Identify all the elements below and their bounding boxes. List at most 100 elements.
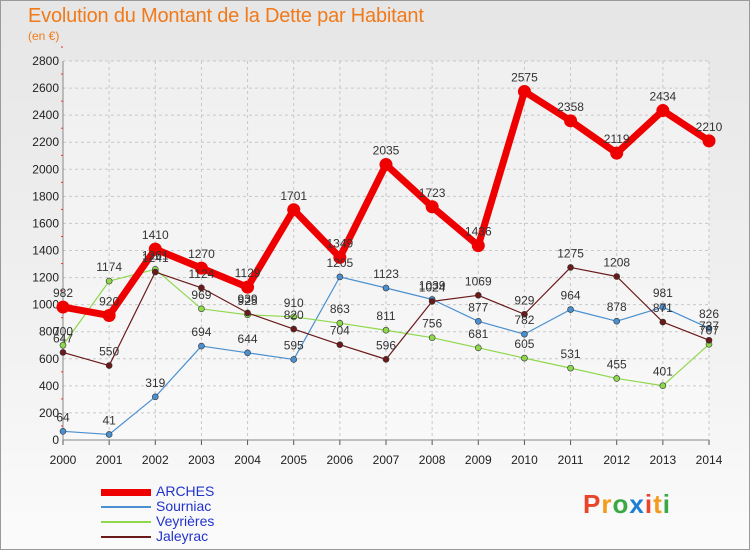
data-point (705, 324, 713, 332)
data-label: 531 (561, 347, 581, 361)
data-label: 981 (653, 286, 673, 300)
data-point (613, 375, 621, 382)
data-point (705, 336, 713, 344)
data-point (102, 308, 116, 322)
data-label: 878 (607, 300, 627, 314)
data-point (521, 330, 528, 338)
data-label: 1208 (603, 255, 630, 269)
data-label: 2119 (604, 132, 630, 146)
logo-letter: P (583, 489, 602, 519)
data-point (521, 354, 528, 362)
y-tick-label: 600 (39, 352, 59, 366)
x-tick-label: 2010 (511, 453, 538, 467)
data-point (198, 305, 205, 313)
data-label: 1174 (96, 260, 122, 274)
data-label: 596 (376, 338, 396, 352)
x-tick-label: 2008 (419, 453, 446, 467)
data-point (198, 342, 205, 350)
data-point (382, 326, 390, 334)
legend-item-jaleyrac: Jaleyrac (101, 528, 341, 545)
data-label: 605 (514, 337, 534, 351)
data-point (287, 203, 301, 217)
data-label: 1436 (465, 225, 492, 239)
data-point (244, 309, 251, 317)
y-tick-label: 2600 (32, 81, 59, 95)
legend-swatch (101, 536, 151, 538)
data-label: 1270 (188, 247, 215, 261)
data-label: 644 (238, 332, 258, 346)
data-point (613, 317, 621, 325)
y-tick-label: 1400 (32, 244, 59, 258)
data-label: 863 (330, 302, 350, 316)
legend-item-sourniac: Sourniac (101, 498, 341, 515)
data-label: 550 (99, 345, 119, 359)
x-tick-label: 2000 (50, 453, 77, 467)
data-label: 647 (53, 331, 73, 345)
data-label: 929 (514, 293, 534, 307)
data-point (59, 349, 67, 356)
legend-label: Veyrières (156, 513, 215, 529)
data-point (613, 273, 621, 280)
data-label: 877 (468, 300, 488, 314)
data-label: 700 (53, 324, 73, 338)
chart-unit: (en €) (28, 29, 60, 43)
data-label: 1241 (142, 251, 169, 265)
data-point (610, 146, 624, 160)
data-point (659, 318, 667, 326)
data-label: 2434 (650, 90, 677, 104)
data-point (333, 250, 347, 264)
data-point (474, 292, 482, 299)
data-point (564, 114, 578, 128)
data-label: 681 (468, 327, 488, 341)
data-point (148, 242, 162, 256)
data-point (336, 273, 344, 281)
y-tick-label: 800 (39, 325, 59, 339)
legend-swatch (101, 521, 151, 523)
legend-label: ARCHES (156, 483, 215, 499)
data-point (517, 84, 531, 98)
data-point (471, 239, 485, 253)
data-point (56, 300, 70, 314)
data-label: 1723 (419, 186, 446, 200)
data-point (382, 284, 390, 292)
legend-item-arches: ARCHES (101, 483, 341, 500)
data-point (336, 319, 344, 327)
x-tick-label: 2009 (465, 453, 492, 467)
data-point (241, 280, 255, 294)
data-label: 910 (284, 296, 304, 310)
x-tick-label: 2005 (280, 453, 307, 467)
data-label: 2358 (557, 100, 584, 114)
data-label: 871 (653, 301, 673, 315)
data-label: 2035 (373, 144, 400, 158)
y-tick-label: 1600 (32, 216, 59, 230)
data-label: 782 (514, 313, 534, 327)
data-label: 925 (238, 294, 258, 308)
data-label: 595 (284, 338, 304, 352)
data-label: 1024 (419, 280, 446, 294)
y-tick-label: 2000 (32, 162, 59, 176)
data-point (659, 382, 667, 390)
data-point (244, 349, 251, 357)
data-label: 969 (191, 288, 211, 302)
x-tick-label: 2004 (234, 453, 261, 467)
data-point (336, 341, 344, 349)
x-tick-label: 2003 (188, 453, 215, 467)
data-point (474, 317, 482, 325)
data-label: 920 (99, 294, 119, 308)
data-point (474, 344, 482, 352)
legend: ARCHES Sourniac Veyrières Jaleyrac (101, 483, 341, 545)
data-point (656, 104, 670, 118)
data-label: 1410 (142, 228, 169, 242)
data-label: 939 (238, 292, 258, 306)
data-label: 1069 (465, 274, 492, 288)
logo-letter: x (629, 489, 645, 519)
data-point (290, 356, 298, 363)
data-label: 2575 (511, 70, 538, 84)
logo-letter: r (601, 489, 613, 519)
x-tick-label: 2012 (603, 453, 630, 467)
data-label: 1123 (373, 267, 399, 281)
y-tick-label: 400 (39, 379, 59, 393)
data-label: 319 (145, 376, 165, 390)
logo-letter: i (644, 489, 654, 519)
